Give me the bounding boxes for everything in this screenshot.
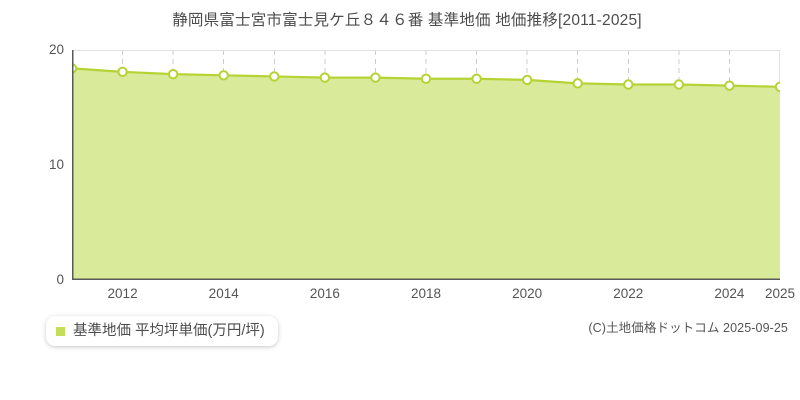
x-axis-tick-label: 2014: [208, 286, 239, 301]
x-axis-tick-label: 2016: [309, 286, 340, 301]
data-point-marker: [420, 73, 432, 84]
data-point-marker: [370, 72, 381, 83]
data-point-marker: [521, 74, 533, 86]
x-axis-tick-label: 2020: [512, 286, 543, 301]
x-axis-tick-label: 2018: [410, 286, 442, 301]
legend-label: 基準地価 平均坪単価(万円/坪): [73, 323, 265, 339]
data-point-marker: [471, 73, 482, 84]
data-point-marker: [167, 68, 179, 80]
axis-lines: [72, 50, 780, 280]
x-axis-tick-label: 2012: [107, 286, 138, 301]
data-point-marker: [319, 72, 331, 83]
data-point-marker: [623, 79, 634, 90]
legend-swatch-icon: [56, 326, 65, 336]
y-axis-tick-label: 0: [56, 272, 64, 287]
data-point-marker: [724, 80, 735, 91]
chart-plot-svg: [72, 50, 780, 280]
chart-title: 静岡県富士宮市富士見ケ丘８４６番 基準地価 地価推移[2011-2025]: [172, 12, 642, 29]
data-point-marker: [673, 79, 685, 90]
data-point-marker: [269, 71, 280, 82]
data-point-marker: [572, 78, 583, 89]
y-axis-tick-label: 20: [48, 42, 64, 57]
data-point-marker: [774, 81, 780, 92]
chart-legend: 基準地価 平均坪単価(万円/坪): [46, 316, 278, 346]
x-axis-tick-label: 2025: [764, 286, 796, 301]
plot-area: [72, 50, 780, 280]
x-axis-labels: 2012 2014 2016 2018 2020 2022 2024 2025: [0, 286, 800, 306]
data-point-marker: [218, 70, 229, 81]
data-point-marker: [117, 66, 128, 78]
x-axis-tick-label: 2022: [613, 286, 644, 301]
credit-text: (C)土地価格ドットコム 2025-09-25: [588, 321, 788, 335]
x-axis-tick-label: 2024: [714, 286, 745, 301]
series-area-fill: [72, 68, 780, 280]
y-axis-labels: 0 10 20: [18, 0, 64, 400]
y-axis-tick-label: 10: [48, 157, 64, 172]
